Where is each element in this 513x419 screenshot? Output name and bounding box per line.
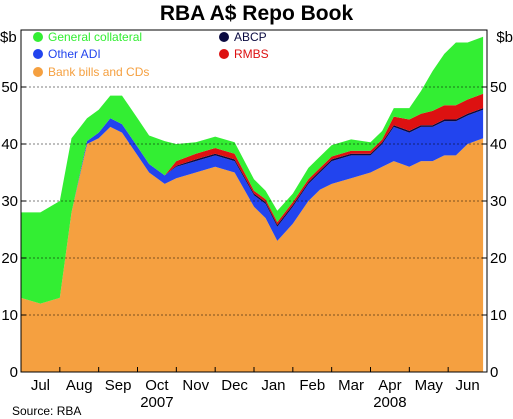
year-label-2007: 2007: [140, 394, 173, 411]
month-label-jan: Jan: [261, 377, 285, 394]
legend-label-other-adi: Other ADI: [48, 47, 101, 61]
stacked-areas: [21, 36, 484, 373]
chart-title: RBA A$ Repo Book: [160, 2, 354, 25]
legend: General collateral Other ADI Bank bills an…: [33, 30, 269, 79]
ytick-label-right-40: 40: [490, 136, 507, 153]
ytick-label-left-30: 30: [1, 193, 18, 210]
legend-marker-rmbs: [219, 49, 229, 59]
month-label-nov: Nov: [182, 377, 209, 394]
month-label-jul: Jul: [31, 377, 50, 394]
legend-marker-other-adi: [33, 49, 43, 59]
legend-marker-bank-bills-and-cds: [33, 67, 43, 77]
ytick-label-right-20: 20: [490, 250, 507, 267]
month-label-oct: Oct: [145, 377, 169, 394]
month-label-mar: Mar: [338, 377, 364, 394]
legend-label-abcp: ABCP: [234, 30, 267, 44]
y-ticks: 0 0 10 10 20 20 30 30 40 40 50 50: [1, 79, 506, 381]
legend-label-bank-bills-and-cds: Bank bills and CDs: [48, 65, 149, 79]
month-label-apr: Apr: [378, 377, 401, 394]
x-ticks: Jul Aug Sep Oct Nov Dec Jan Feb Mar Apr May Jun 2007…: [31, 367, 480, 411]
ytick-label-left-0: 0: [10, 364, 18, 381]
month-label-aug: Aug: [66, 377, 93, 394]
source-note: Source: RBA: [12, 404, 81, 418]
month-label-may: May: [415, 377, 444, 394]
month-label-feb: Feb: [299, 377, 325, 394]
legend-marker-general-collateral: [33, 32, 43, 42]
area-other-adi: [21, 109, 484, 304]
ytick-label-right-0: 0: [490, 364, 498, 381]
ytick-label-left-20: 20: [1, 250, 18, 267]
gridlines: [21, 86, 487, 316]
area-rmbs: [21, 93, 484, 304]
ytick-label-left-40: 40: [1, 136, 18, 153]
ytick-label-left-10: 10: [1, 307, 18, 324]
ytick-label-right-10: 10: [490, 307, 507, 324]
y-unit-right: $b: [496, 29, 513, 46]
ytick-label-left-50: 50: [1, 79, 18, 96]
year-label-2008: 2008: [373, 394, 406, 411]
ytick-label-right-30: 30: [490, 193, 507, 210]
ytick-label-right-50: 50: [490, 79, 507, 96]
area-bank-bills-and-cds: [21, 126, 484, 373]
month-label-sep: Sep: [105, 377, 132, 394]
month-label-jun: Jun: [455, 377, 479, 394]
legend-label-general-collateral: General collateral: [48, 30, 142, 44]
legend-label-rmbs: RMBS: [234, 47, 269, 61]
legend-marker-abcp: [219, 32, 229, 42]
y-unit-left: $b: [0, 29, 17, 46]
month-label-dec: Dec: [221, 377, 248, 394]
plot-frame: [20, 29, 488, 373]
